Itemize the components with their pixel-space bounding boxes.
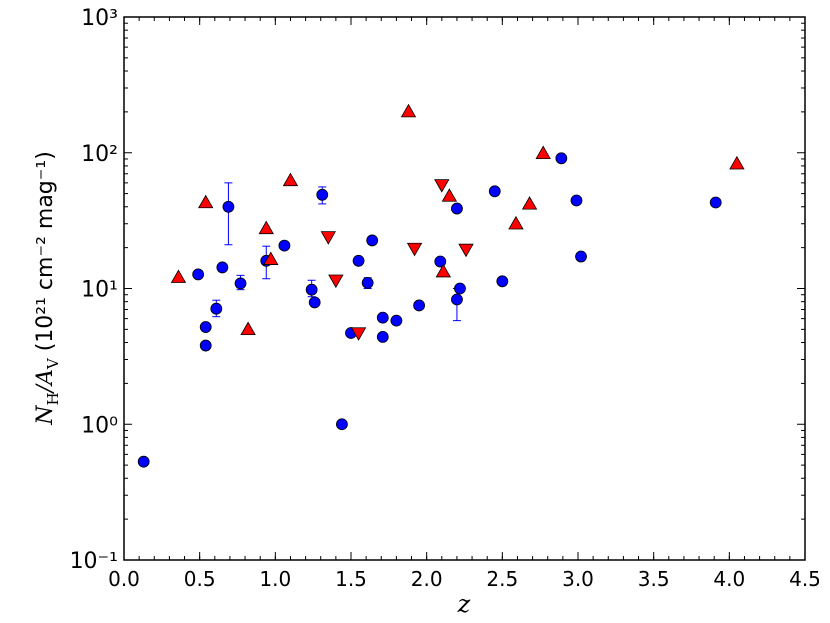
data-point <box>458 243 474 258</box>
data-point <box>216 261 229 274</box>
y-label-part: N <box>33 405 58 426</box>
y-tick-label: 10⁻¹ <box>70 549 118 574</box>
data-point <box>390 314 403 327</box>
y-axis-label: NH/AV (10²¹ cm⁻² mag⁻¹) <box>33 151 62 426</box>
y-label-part: V <box>44 357 62 370</box>
data-point <box>451 293 463 306</box>
data-point <box>350 327 367 341</box>
data-point <box>535 145 551 159</box>
y-tick-label: 10¹ <box>81 278 118 303</box>
data-point <box>199 321 212 333</box>
data-point <box>508 215 524 230</box>
data-point <box>234 277 247 290</box>
y-tick-label: 10⁰ <box>81 413 118 438</box>
data-point <box>316 188 329 201</box>
data-point <box>555 152 568 165</box>
data-point <box>570 194 583 207</box>
data-point <box>336 418 348 431</box>
data-point <box>137 455 150 468</box>
data-point <box>413 299 426 312</box>
x-tick-label: 3.0 <box>562 567 594 591</box>
data-point <box>308 296 321 309</box>
data-point <box>454 282 466 295</box>
data-point <box>496 275 509 288</box>
x-tick-label: 1.5 <box>335 567 367 591</box>
x-tick-label: 2.0 <box>411 567 443 591</box>
data-point <box>376 331 389 343</box>
data-point <box>575 250 587 263</box>
data-point <box>435 263 452 278</box>
data-point <box>258 220 274 235</box>
data-point <box>488 185 501 198</box>
x-tick-label: 3.5 <box>638 567 670 591</box>
data-point <box>198 194 214 209</box>
x-tick-label: 2.5 <box>486 567 518 591</box>
data-point <box>729 155 745 170</box>
data-point <box>441 188 458 202</box>
data-point <box>434 255 447 268</box>
data-point <box>400 103 417 118</box>
data-point <box>240 321 256 336</box>
x-tick-label: 4.5 <box>789 567 821 591</box>
x-tick-label: 0.0 <box>108 567 140 591</box>
data-point <box>320 231 336 245</box>
y-label-part: H <box>44 392 62 405</box>
y-tick-label: 10³ <box>81 6 118 31</box>
x-tick-label: 1.0 <box>259 567 291 591</box>
data-point <box>361 276 374 289</box>
data-point <box>263 251 279 265</box>
x-tick-label: 0.5 <box>184 567 216 591</box>
data-point <box>305 283 318 296</box>
y-label-part: (10²¹ cm⁻² mag⁻¹) <box>33 151 58 358</box>
data-point <box>451 202 463 215</box>
data-point <box>366 234 379 247</box>
data-point <box>210 302 223 315</box>
data-point <box>406 242 423 257</box>
data-point <box>278 239 291 252</box>
data-point <box>376 311 389 324</box>
data-point <box>434 179 450 193</box>
data-point <box>222 200 235 213</box>
data-point <box>199 339 212 352</box>
data-point <box>352 254 365 267</box>
data-point <box>192 268 205 281</box>
data-point <box>282 172 299 187</box>
x-axis-label: z <box>457 590 471 618</box>
data-point <box>521 196 538 210</box>
data-point <box>170 269 187 283</box>
data-point <box>328 274 344 289</box>
x-tick-label: 4.0 <box>713 567 745 591</box>
data-point <box>709 196 722 209</box>
y-label-part: /A <box>33 369 58 394</box>
y-tick-label: 10² <box>81 142 118 167</box>
